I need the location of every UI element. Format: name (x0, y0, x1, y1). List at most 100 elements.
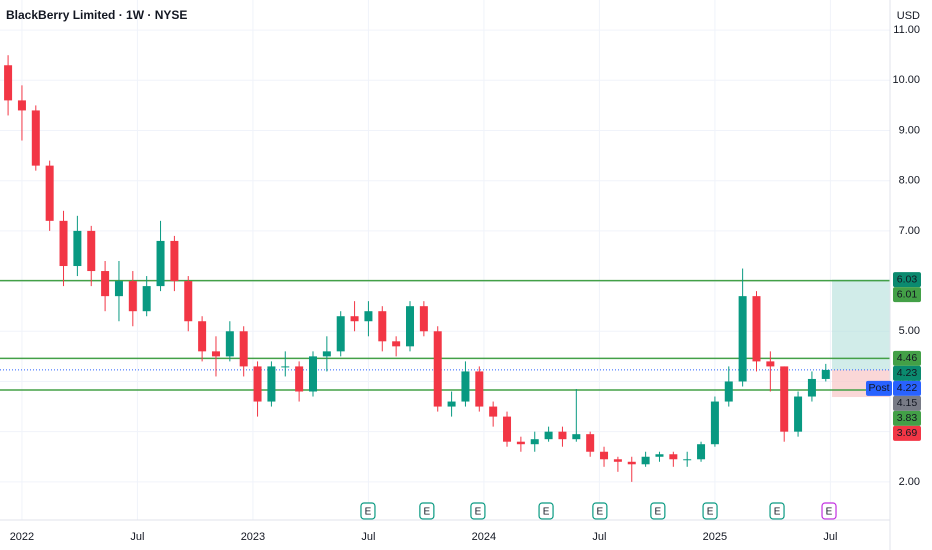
price-label-box (893, 425, 921, 441)
x-tick-label: 2022 (10, 531, 34, 543)
candle-body (433, 331, 442, 407)
candle-body (655, 454, 664, 457)
candle-body (613, 459, 622, 462)
candle-body (114, 281, 123, 297)
y-tick-label: 2.00 (899, 476, 920, 488)
price-label-box (893, 380, 921, 396)
profit-zone (832, 279, 890, 370)
candle-body (461, 371, 470, 402)
candle-body (724, 381, 733, 402)
price-label: 4.22 (897, 382, 918, 394)
candle-body (780, 366, 789, 432)
candle-body (683, 459, 692, 461)
candle-body (308, 356, 317, 392)
earnings-marker (769, 502, 785, 520)
earnings-marker (592, 502, 608, 520)
candle-body (253, 366, 262, 402)
earnings-marker (360, 502, 376, 520)
earnings-label: E (655, 507, 662, 518)
earnings-label: E (475, 507, 482, 518)
price-label: 4.15 (897, 397, 918, 409)
candle-body (530, 439, 539, 445)
candle-body (406, 306, 415, 347)
price-label-box (893, 287, 921, 303)
earnings-marker (419, 502, 435, 520)
earnings-label: E (774, 507, 781, 518)
earnings-label: E (543, 507, 550, 518)
price-label-box (893, 350, 921, 366)
candle-body (516, 441, 525, 445)
candle-body (73, 230, 82, 267)
candle-body (267, 366, 276, 402)
price-label-box (893, 365, 921, 381)
candle-body (45, 165, 54, 221)
candle-body (128, 281, 137, 312)
candle-body (31, 110, 40, 166)
earnings-marker (650, 502, 666, 520)
candle-body (697, 444, 706, 460)
candle-body (766, 361, 775, 367)
y-tick-label: 11.00 (893, 24, 920, 36)
y-tick-label: 5.00 (899, 325, 920, 337)
earnings-marker (702, 502, 718, 520)
currency: USD (897, 10, 920, 22)
candle-body (807, 378, 816, 397)
candle-body (17, 100, 26, 111)
candle-body (322, 351, 331, 357)
candle-body (336, 316, 345, 352)
candle-body (710, 401, 719, 445)
candle-body (669, 454, 678, 460)
candle-body (170, 240, 179, 282)
candle-body (225, 331, 234, 357)
price-label: 4.23 (897, 367, 918, 379)
candle-body (156, 240, 165, 287)
candle-body (558, 431, 567, 440)
x-tick-label: 2024 (472, 531, 496, 543)
candle-body (794, 396, 803, 432)
earnings-label: E (424, 507, 431, 518)
price-label: 6.03 (897, 273, 918, 285)
candle-body (738, 296, 747, 382)
candle-body (350, 316, 359, 322)
y-tick-label: 7.00 (899, 225, 920, 237)
price-label: 3.83 (897, 412, 918, 424)
candle-body (295, 366, 304, 392)
candle-body (489, 406, 498, 417)
candle-body (378, 311, 387, 342)
candle-body (239, 331, 248, 367)
y-tick-label: 8.00 (899, 175, 920, 187)
price-tag: Post (868, 382, 889, 394)
price-label-box (893, 395, 921, 411)
candle-body (142, 286, 151, 312)
candle-body (211, 351, 220, 357)
candle-body (641, 456, 650, 465)
price-label: 3.69 (897, 427, 918, 439)
candle-body (544, 431, 553, 440)
axes: 2.003.004.005.006.007.008.009.0010.0011.… (10, 24, 921, 543)
earnings-label: E (707, 507, 714, 518)
candle-body (572, 434, 581, 440)
earnings-marker (470, 502, 486, 520)
candle-body (475, 371, 484, 407)
x-tick-label: Jul (361, 531, 375, 543)
candle-body (447, 401, 456, 407)
x-tick-label: 2025 (703, 531, 727, 543)
candle-body (364, 311, 373, 322)
y-tick-label: 10.00 (892, 74, 920, 86)
candle-body (600, 451, 609, 460)
candle-body (821, 369, 830, 379)
candle-body (101, 271, 110, 297)
y-tick-label: 9.00 (899, 124, 920, 136)
candle-body (503, 416, 512, 442)
price-label: 4.46 (897, 352, 918, 364)
x-tick-label: 2023 (241, 531, 265, 543)
candle-body (419, 306, 428, 332)
candle-body (59, 220, 68, 267)
earnings-label: E (365, 507, 372, 518)
earnings-marker (538, 502, 554, 520)
candle-body (281, 366, 290, 368)
candle-body (198, 321, 207, 352)
x-tick-label: Jul (130, 531, 144, 543)
